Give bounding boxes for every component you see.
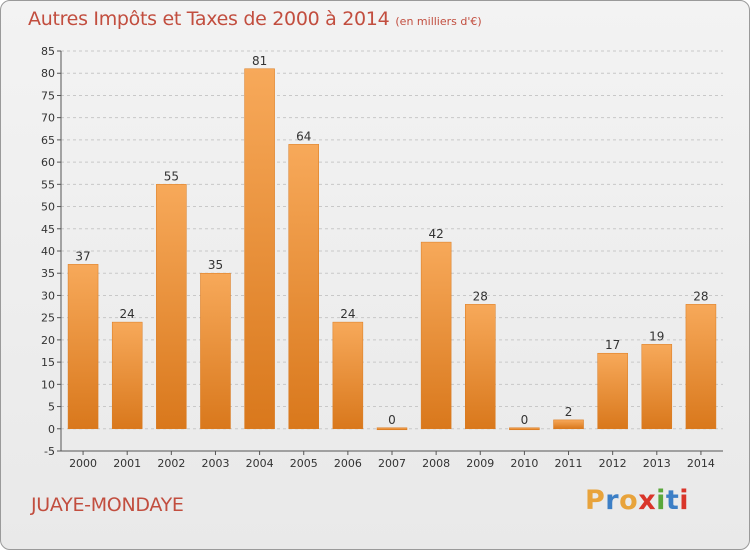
- bar-2000[interactable]: [67, 264, 99, 430]
- bar-2003[interactable]: [200, 272, 231, 430]
- y-tick-label: 25: [41, 312, 55, 325]
- y-tick-label: 55: [41, 178, 55, 191]
- x-tick-label-2011: 2011: [555, 457, 583, 470]
- data-label-2003: 35: [208, 258, 223, 272]
- x-tick-label-2002: 2002: [157, 457, 185, 470]
- logo-letter: r: [605, 485, 620, 516]
- y-tick-label: 85: [41, 45, 55, 58]
- logo-letter: t: [665, 485, 680, 516]
- y-tick-label: 70: [41, 112, 55, 125]
- y-tick-label: 10: [41, 378, 55, 391]
- y-tick-label: 75: [41, 89, 55, 102]
- x-tick-label-2004: 2004: [246, 457, 274, 470]
- x-tick-label-2014: 2014: [687, 457, 715, 470]
- bar-2004[interactable]: [244, 68, 275, 430]
- x-tick-label-2013: 2013: [643, 457, 671, 470]
- logo-letter: i: [679, 485, 690, 516]
- logo-letter: x: [638, 485, 657, 516]
- x-tick-label-2012: 2012: [599, 457, 627, 470]
- data-labels: 37 24 55 35 81 64 24 0 42 28 0 2 17 19 28: [75, 54, 708, 427]
- bar-2002[interactable]: [156, 184, 187, 430]
- x-tick-label-2003: 2003: [201, 457, 229, 470]
- y-tick-label: 50: [41, 201, 55, 214]
- data-label-2004: 81: [252, 54, 267, 68]
- bar-2009[interactable]: [465, 304, 496, 430]
- y-tick-label: 65: [41, 134, 55, 147]
- data-label-2011: 2: [565, 405, 573, 419]
- bar-2011[interactable]: [553, 419, 584, 430]
- data-label-2008: 42: [428, 227, 443, 241]
- proxiti-logo[interactable]: Proxiti: [585, 485, 689, 516]
- y-tick-label: 40: [41, 245, 55, 258]
- bars: [67, 68, 717, 431]
- y-tick-label: 80: [41, 67, 55, 80]
- bar-2010[interactable]: [509, 427, 540, 431]
- data-label-2006: 24: [340, 307, 355, 321]
- data-label-2002: 55: [164, 169, 179, 183]
- bar-2001[interactable]: [111, 321, 143, 430]
- y-tick-label: 35: [41, 267, 55, 280]
- data-label-2005: 64: [296, 129, 311, 143]
- data-label-2000: 37: [75, 249, 90, 263]
- x-tick-label-2000: 2000: [69, 457, 97, 470]
- chart-title-text: Autres Impôts et Taxes de 2000 à 2014: [28, 8, 390, 30]
- bar-2006[interactable]: [332, 321, 364, 430]
- bar-2008[interactable]: [420, 241, 452, 430]
- x-tick-label-2005: 2005: [290, 457, 318, 470]
- y-tick-label: 15: [41, 356, 55, 369]
- data-label-2014: 28: [693, 289, 708, 303]
- data-label-2009: 28: [473, 289, 488, 303]
- bar-2012[interactable]: [597, 352, 628, 430]
- x-tick-label-2001: 2001: [113, 457, 141, 470]
- bar-2013[interactable]: [641, 344, 673, 430]
- data-label-2013: 19: [649, 329, 664, 343]
- chart-title: Autres Impôts et Taxes de 2000 à 2014 (en…: [28, 8, 482, 30]
- bar-2014[interactable]: [685, 304, 717, 430]
- y-tick-label: 30: [41, 289, 55, 302]
- chart-subtitle: (en milliers d'€): [395, 15, 482, 28]
- y-tick-label: 60: [41, 156, 55, 169]
- y-tick-label: 0: [48, 423, 55, 436]
- data-label-2010: 0: [521, 413, 529, 427]
- y-tick-label: 5: [48, 401, 55, 414]
- logo-letter: o: [619, 485, 639, 516]
- commune-name: JUAYE-MONDAYE: [31, 494, 184, 516]
- x-tick-label-2010: 2010: [510, 457, 538, 470]
- y-tick-label: -5: [44, 445, 55, 458]
- y-tick-label: 45: [41, 223, 55, 236]
- bar-2007[interactable]: [376, 427, 408, 431]
- data-label-2001: 24: [120, 307, 135, 321]
- logo-letter: P: [585, 485, 606, 516]
- data-label-2012: 17: [605, 338, 620, 352]
- data-label-2007: 0: [388, 413, 396, 427]
- x-tick-label-2007: 2007: [378, 457, 406, 470]
- logo-letter: i: [656, 485, 666, 516]
- x-tick-label-2008: 2008: [422, 457, 450, 470]
- y-tick-label: 20: [41, 334, 55, 347]
- bar-2005[interactable]: [288, 144, 319, 430]
- x-tick-label-2006: 2006: [334, 457, 362, 470]
- x-tick-label-2009: 2009: [466, 457, 494, 470]
- axes: -505101520253035404550556065707580852000…: [41, 45, 723, 470]
